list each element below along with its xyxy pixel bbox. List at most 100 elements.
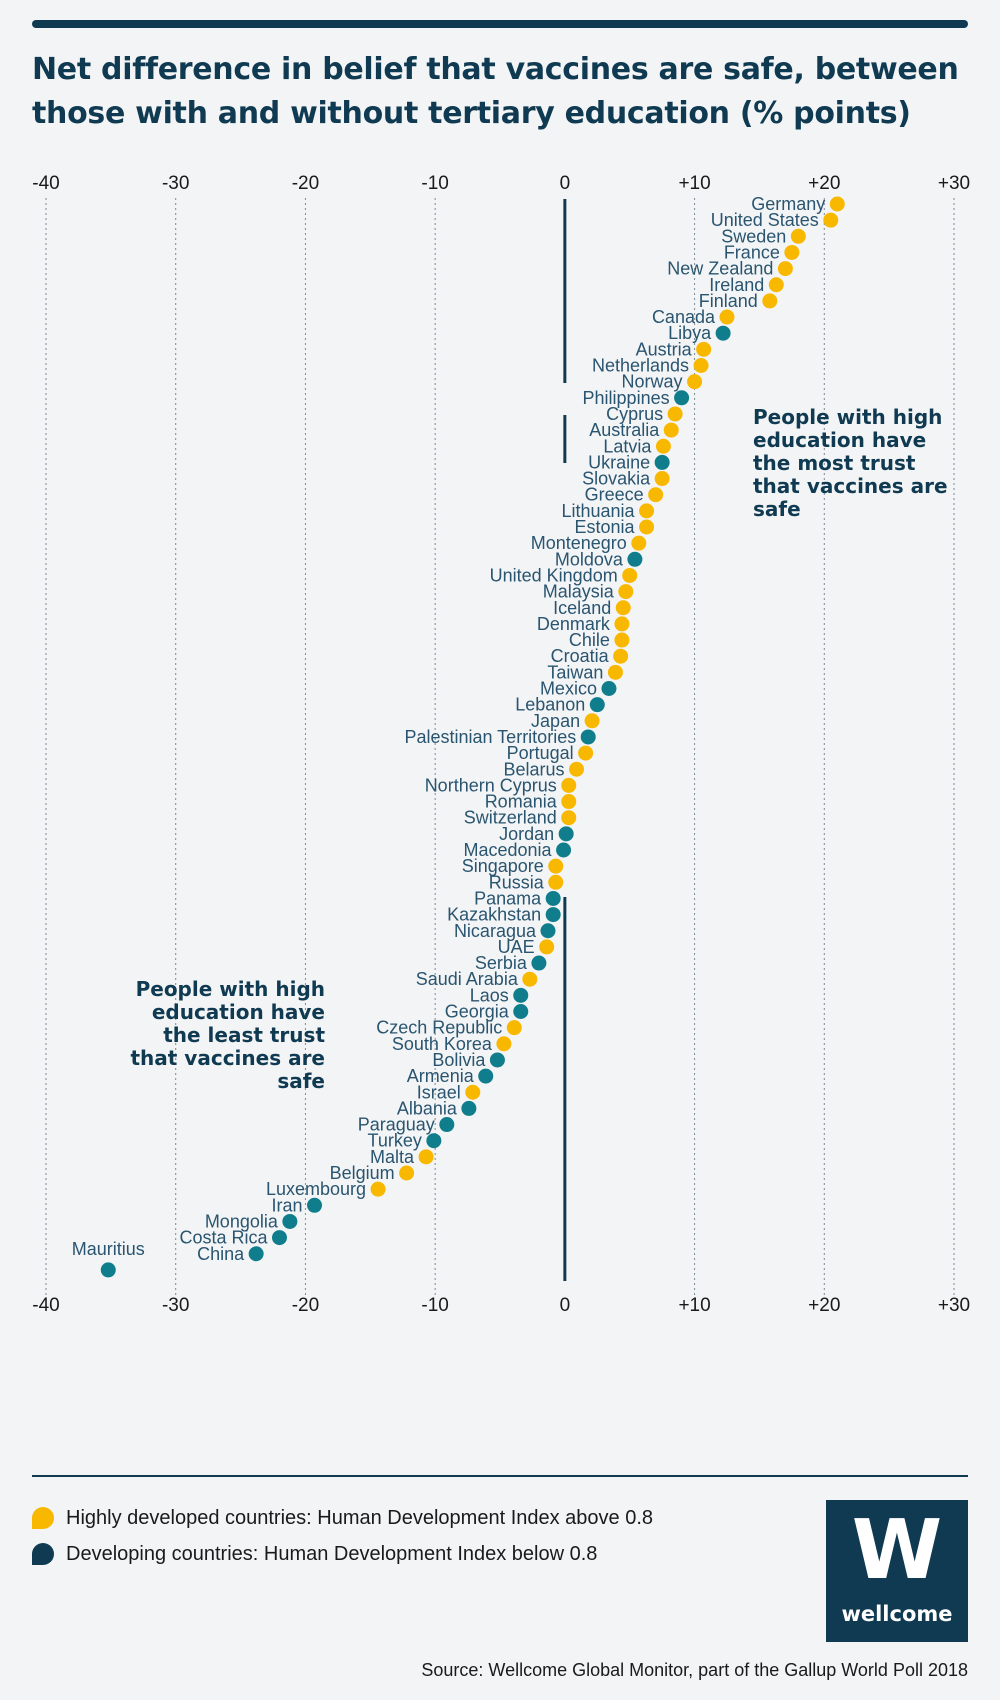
data-point xyxy=(693,358,709,373)
country-label: Finland xyxy=(699,291,758,311)
data-point xyxy=(648,487,664,503)
data-point xyxy=(674,390,690,406)
country-label: Germany xyxy=(751,194,825,214)
data-point xyxy=(100,1262,116,1278)
data-point xyxy=(580,729,596,745)
data-point xyxy=(829,196,845,212)
country-label: Latvia xyxy=(603,436,652,456)
data-point xyxy=(655,438,671,454)
data-point xyxy=(531,955,547,971)
data-point xyxy=(548,874,564,890)
country-label: Belgium xyxy=(330,1163,395,1183)
annotation-line: safe xyxy=(753,497,801,521)
country-label: Cyprus xyxy=(606,404,663,424)
data-point xyxy=(607,664,623,680)
annotation-most-trust: People with high education have the most t… xyxy=(753,405,948,521)
data-point xyxy=(461,1100,477,1116)
country-label: Romania xyxy=(485,792,558,812)
x-tick-label-top: +30 xyxy=(938,173,970,194)
country-label: Philippines xyxy=(583,388,670,408)
country-label: Malta xyxy=(370,1147,415,1167)
country-label: Ireland xyxy=(709,275,764,295)
annotation-line: that vaccines are xyxy=(753,474,948,498)
country-label: Chile xyxy=(569,630,610,650)
country-label: Lithuania xyxy=(561,501,635,521)
x-tick-label-top: +10 xyxy=(678,173,710,194)
country-label: Russia xyxy=(489,872,545,892)
country-label: Ukraine xyxy=(588,452,650,472)
country-label: France xyxy=(724,242,780,262)
country-label: UAE xyxy=(498,937,535,957)
data-point xyxy=(715,325,731,341)
annotation-line: the most trust xyxy=(753,451,916,475)
data-point xyxy=(622,567,638,583)
country-label: Northern Cyprus xyxy=(425,775,557,795)
country-label: Austria xyxy=(636,339,693,359)
country-label: Singapore xyxy=(462,856,544,876)
country-label: Bolivia xyxy=(432,1050,486,1070)
country-label: Portugal xyxy=(507,743,574,763)
country-label: Armenia xyxy=(407,1066,475,1086)
country-label: Laos xyxy=(470,985,509,1005)
x-tick-label-bottom: -30 xyxy=(162,1295,189,1316)
logo-letter: W xyxy=(851,1503,943,1598)
country-label: Mongolia xyxy=(205,1211,279,1231)
country-label: Moldova xyxy=(555,549,624,569)
annotations: People with high education have the most t… xyxy=(130,405,947,1093)
x-tick-label-top: -40 xyxy=(32,173,59,194)
data-point xyxy=(719,309,735,325)
country-label: Libya xyxy=(668,323,712,343)
x-tick-label-top: -30 xyxy=(162,173,189,194)
data-point xyxy=(426,1133,442,1149)
data-point xyxy=(439,1117,455,1133)
data-point xyxy=(663,422,679,438)
country-label: Palestinian Territories xyxy=(404,727,576,747)
data-point xyxy=(777,261,793,277)
x-tick-label-top: +20 xyxy=(808,173,840,194)
data-point xyxy=(540,923,556,939)
country-label: Paraguay xyxy=(358,1115,435,1135)
data-point xyxy=(696,341,712,357)
data-point xyxy=(556,842,572,858)
legend-swatch-developing-icon xyxy=(32,1543,54,1565)
data-point xyxy=(569,761,585,777)
annotation-line: People with high xyxy=(136,977,325,1001)
logo-wordmark: wellcome xyxy=(841,1602,953,1626)
data-point xyxy=(601,681,617,696)
data-point xyxy=(614,632,630,648)
data-point xyxy=(513,1004,529,1019)
x-axis-bottom: -40 -30 -20 -10 0 +10 +20 +30 xyxy=(32,1295,970,1316)
legend-item-developing: Developing countries: Human Development … xyxy=(32,1536,653,1572)
data-point xyxy=(584,713,600,729)
data-point xyxy=(561,794,577,810)
x-tick-label-bottom: -40 xyxy=(32,1295,59,1316)
country-label: Croatia xyxy=(551,646,610,666)
data-point xyxy=(465,1084,481,1100)
data-point xyxy=(639,503,655,519)
country-label: Czech Republic xyxy=(376,1018,502,1038)
legend-item-developed: Highly developed countries: Human Develo… xyxy=(32,1500,653,1536)
data-point xyxy=(496,1036,512,1052)
country-label: Costa Rica xyxy=(179,1228,268,1248)
source-note: Source: Wellcome Global Monitor, part of… xyxy=(421,1660,968,1680)
x-tick-label-bottom: +10 xyxy=(678,1295,710,1316)
data-point xyxy=(687,374,703,390)
country-label: Iran xyxy=(271,1195,302,1215)
data-point xyxy=(667,406,683,422)
top-rule xyxy=(32,20,968,28)
data-point xyxy=(248,1246,264,1262)
country-label: Greece xyxy=(585,485,644,505)
country-label: Mauritius xyxy=(72,1239,145,1259)
data-point xyxy=(307,1197,323,1213)
annotation-line: People with high xyxy=(753,405,942,429)
data-point xyxy=(561,810,577,826)
legend-label-developed: Highly developed countries: Human Develo… xyxy=(66,1506,654,1529)
data-point xyxy=(548,858,564,874)
data-point xyxy=(522,971,538,987)
data-point xyxy=(578,745,594,761)
country-label: Israel xyxy=(417,1082,461,1102)
country-label: Macedonia xyxy=(463,840,552,860)
footer-rule xyxy=(32,1475,968,1477)
data-points xyxy=(100,196,845,1278)
